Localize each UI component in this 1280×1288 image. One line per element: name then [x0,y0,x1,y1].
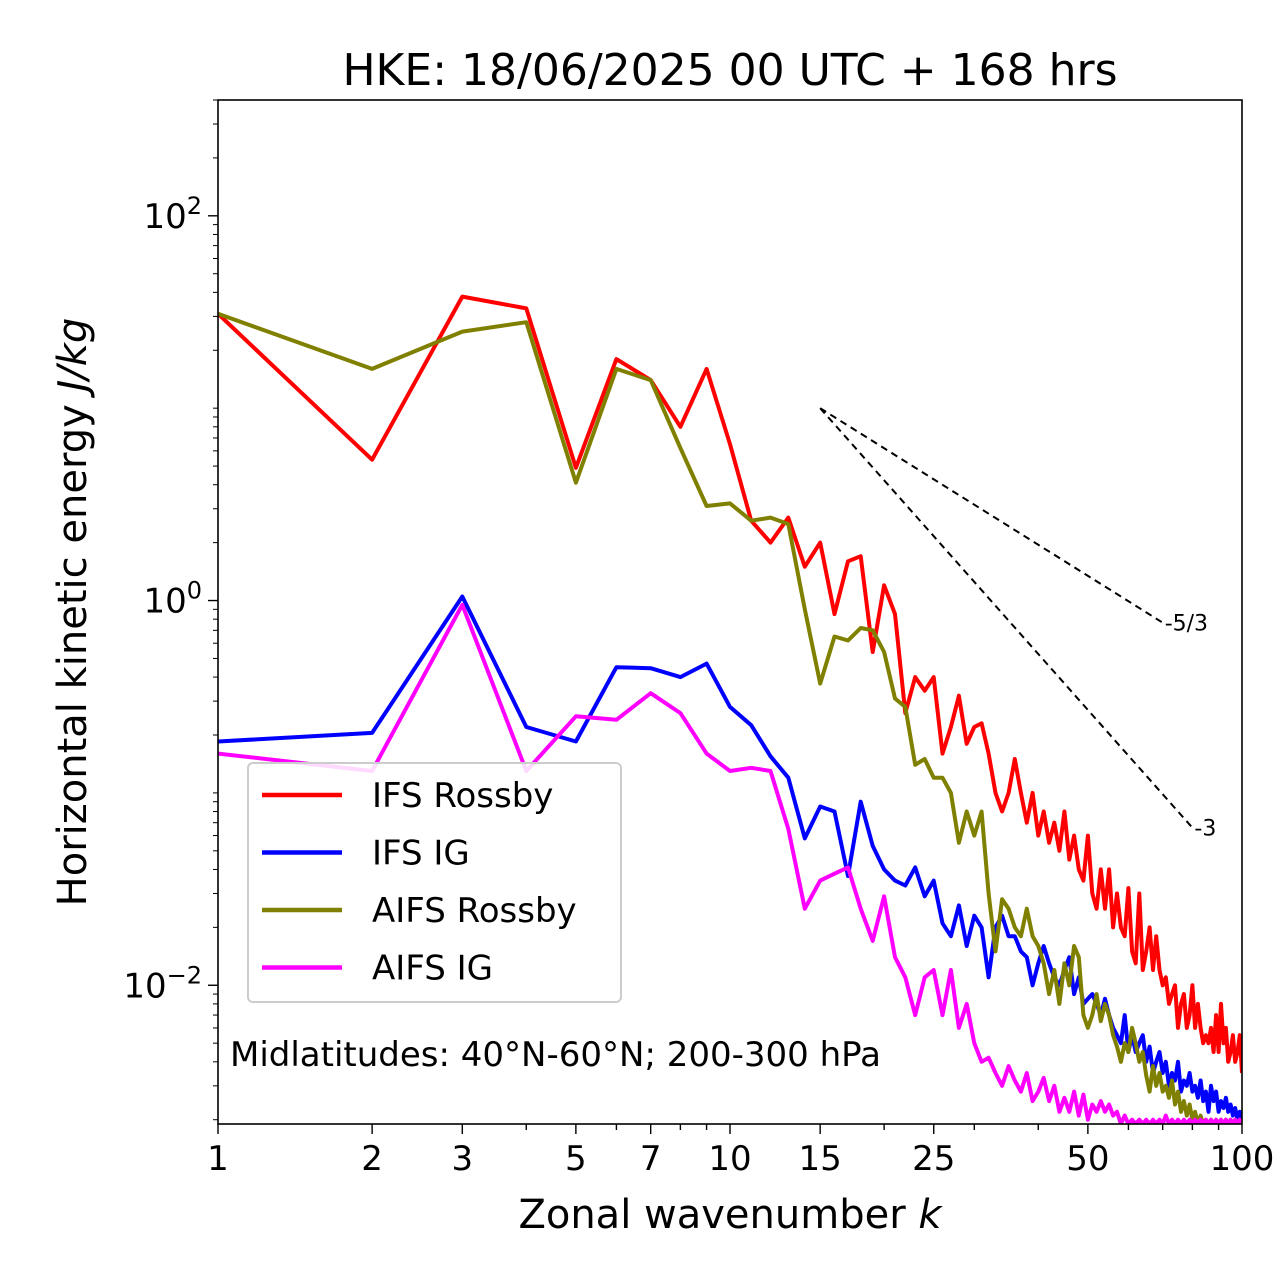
x-tick-label: 50 [1066,1139,1109,1179]
x-tick-label: 15 [799,1139,842,1179]
region-annotation: Midlatitudes: 40°N-60°N; 200-300 hPa [230,1035,881,1075]
y-axis-label: Horizontal kinetic energy J/kg [50,318,96,907]
legend-label: IFS IG [372,834,470,874]
series-line-ifs-ig [218,594,1242,1124]
x-tick-label: 10 [708,1139,751,1179]
series-line-aifs-ig [218,602,1242,1124]
x-axis-label-var: k [918,1192,943,1238]
legend-frame [247,762,622,1003]
x-axis-label-text: Zonal wavenumber [518,1192,918,1238]
reference-slopes: -5/3 -3 [819,407,1216,842]
y-axis-label-text: Horizontal kinetic energy [50,392,96,907]
x-tick-label: 1 [207,1139,229,1179]
legend-label: AIFS IG [372,949,493,989]
x-axis-label: Zonal wavenumber k [518,1192,943,1238]
series-line-ifs-rossby [218,294,1242,1074]
legend-label: IFS Rossby [372,776,553,816]
legend-label: AIFS Rossby [372,891,577,931]
y-axis-label-unit: J/kg [50,318,96,399]
chart-title: HKE: 18/06/2025 00 UTC + 168 hrs [342,45,1117,96]
reference-slope-label: -3 [1194,817,1216,842]
x-tick-label: 100 [1210,1139,1275,1179]
legend: IFS Rossby IFS IG AIFS Rossby AIFS IG [247,762,622,1003]
x-tick-label: 7 [640,1139,662,1179]
x-tick-label: 3 [451,1139,473,1179]
series-layer [218,294,1242,1124]
x-tick-label: 2 [361,1139,383,1179]
y-tick-label: 10−2 [123,961,202,1006]
x-tick-label: 5 [565,1139,587,1179]
y-tick-label: 102 [143,192,202,237]
plot-frame [217,99,1243,1125]
axis-ticks: 1 2 3 5 7 10 15 25 50 100 102 100 10−2 [123,99,1275,1179]
reference-slope-label: -5/3 [1165,612,1208,637]
y-tick-label: 100 [143,577,202,622]
x-tick-label: 25 [912,1139,955,1179]
reference-slope-line [819,407,1194,829]
reference-slope-line [819,407,1164,624]
